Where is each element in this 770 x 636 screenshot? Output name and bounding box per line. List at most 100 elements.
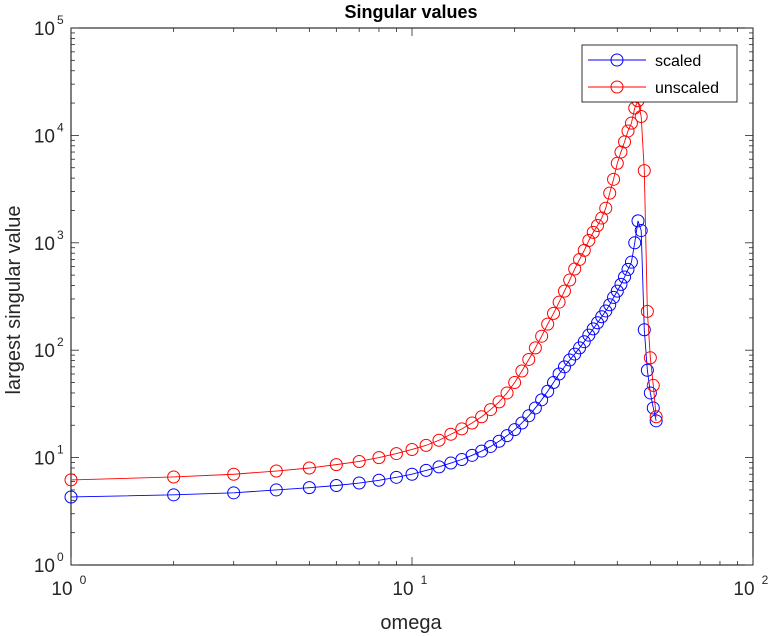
data-point-unscaled [522, 352, 536, 366]
data-point-scaled [389, 470, 403, 484]
data-point-unscaled [419, 438, 433, 452]
y-tick-label: 10 [34, 341, 55, 362]
data-point-scaled [508, 423, 522, 437]
data-point-scaled [535, 393, 549, 407]
data-point-unscaled [227, 467, 241, 481]
x-tick-label: 10 [733, 579, 754, 600]
y-tick-exponent: 4 [57, 120, 64, 134]
data-point-scaled [528, 401, 542, 415]
data-point-scaled [637, 323, 651, 337]
data-point-scaled [607, 290, 621, 304]
data-point-scaled [628, 236, 642, 250]
data-point-unscaled [541, 317, 555, 331]
y-tick-label: 10 [34, 556, 55, 577]
data-point-scaled [475, 444, 489, 458]
y-tick-label: 10 [34, 19, 55, 40]
data-point-scaled [352, 476, 366, 490]
y-tick-exponent: 1 [57, 443, 64, 457]
data-point-scaled [405, 467, 419, 481]
data-point-scaled [640, 363, 654, 377]
data-point-unscaled [508, 376, 522, 390]
data-point-scaled [624, 255, 638, 269]
x-axis-label: omega [380, 612, 442, 634]
data-point-scaled [610, 284, 624, 298]
y-tick-exponent: 0 [57, 550, 64, 564]
data-point-scaled [372, 473, 386, 487]
data-point-scaled [614, 277, 628, 291]
legend-marker-scaled [610, 53, 624, 67]
data-point-scaled [634, 224, 648, 238]
data-point-scaled [599, 304, 613, 318]
data-point-unscaled [621, 124, 635, 138]
data-point-unscaled [535, 329, 549, 343]
legend-box [581, 44, 738, 103]
data-point-scaled [64, 490, 78, 504]
data-point-scaled [515, 416, 529, 430]
data-point-unscaled [603, 186, 617, 200]
data-point-unscaled [302, 461, 316, 475]
legend-marker-unscaled [610, 80, 624, 94]
data-point-unscaled [582, 234, 596, 248]
data-point-scaled [552, 367, 566, 381]
data-point-unscaled [634, 109, 648, 123]
data-point-scaled [269, 483, 283, 497]
data-point-unscaled [624, 116, 638, 130]
data-point-unscaled [637, 164, 651, 178]
data-point-unscaled [465, 416, 479, 430]
data-point-unscaled [329, 458, 343, 472]
data-point-unscaled [640, 304, 654, 318]
plot-area: 10 0 10 1 10 210 010 110 210 310 410 5scaledunscale… [34, 13, 769, 600]
data-point-scaled [419, 463, 433, 477]
x-tick-label: 10 [392, 579, 413, 600]
data-point-scaled [646, 401, 660, 415]
data-point-unscaled [643, 351, 657, 365]
data-point-unscaled [591, 218, 605, 232]
x-tick-label: 10 [51, 579, 72, 600]
data-point-scaled [432, 460, 446, 474]
legend-label-scaled: scaled [655, 53, 701, 70]
data-point-unscaled [607, 172, 621, 186]
data-point-unscaled [444, 427, 458, 441]
data-point-unscaled [614, 145, 628, 159]
y-tick-label: 10 [34, 234, 55, 255]
data-point-scaled [577, 335, 591, 349]
legend-label-unscaled: unscaled [655, 80, 719, 97]
y-axis-label: largest singular value [3, 206, 25, 395]
data-point-unscaled [515, 364, 529, 378]
data-point-unscaled [649, 410, 663, 424]
data-point-unscaled [557, 284, 571, 298]
data-point-scaled [631, 214, 645, 228]
data-point-scaled [603, 298, 617, 312]
data-point-scaled [227, 486, 241, 500]
data-point-unscaled [500, 386, 514, 400]
data-point-scaled [302, 481, 316, 495]
data-point-scaled [557, 360, 571, 374]
data-point-scaled [618, 270, 632, 284]
data-point-scaled [329, 478, 343, 492]
data-point-unscaled [599, 201, 613, 215]
data-point-scaled [167, 488, 181, 502]
data-point-scaled [621, 262, 635, 276]
data-point-unscaled [475, 410, 489, 424]
y-tick-exponent: 3 [57, 228, 64, 242]
data-point-unscaled [389, 447, 403, 461]
data-point-scaled [582, 328, 596, 342]
data-point-unscaled [586, 225, 600, 239]
x-tick-exponent: 0 [80, 573, 87, 587]
data-point-unscaled [455, 422, 469, 436]
data-point-unscaled [563, 273, 577, 287]
y-tick-label: 10 [34, 126, 55, 147]
data-point-unscaled [64, 473, 78, 487]
data-point-scaled [643, 386, 657, 400]
data-point-unscaled [492, 395, 506, 409]
data-point-unscaled [528, 341, 542, 355]
x-tick-exponent: 1 [421, 573, 428, 587]
data-point-unscaled [167, 470, 181, 484]
chart-title: Singular values [344, 2, 477, 22]
data-point-unscaled [484, 403, 498, 417]
data-point-unscaled [547, 306, 561, 320]
data-point-unscaled [552, 295, 566, 309]
y-tick-label: 10 [34, 449, 55, 470]
data-point-unscaled [352, 454, 366, 468]
